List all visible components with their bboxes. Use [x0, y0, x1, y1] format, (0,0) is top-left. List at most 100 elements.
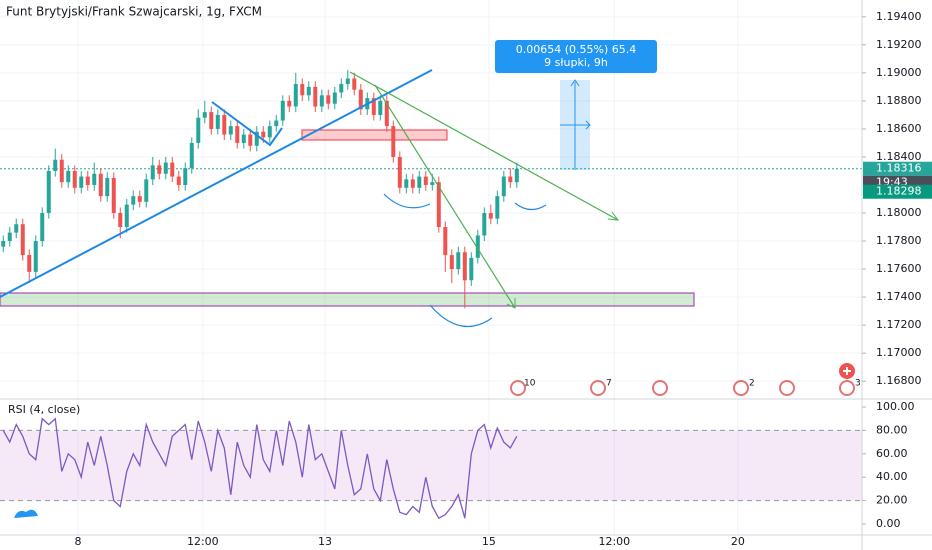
- candle-body: [482, 213, 487, 236]
- candle-body: [163, 162, 168, 174]
- event-icon: [779, 380, 795, 396]
- pattern-arc: [383, 193, 431, 209]
- candle-body: [261, 131, 266, 138]
- rsi-title: RSI (4, close): [8, 403, 80, 416]
- grid: [0, 0, 862, 535]
- support-zone: [0, 292, 695, 307]
- candle-body: [235, 126, 240, 143]
- candle-body: [111, 177, 116, 214]
- rsi-line: [2, 417, 518, 520]
- y-tick-label: 1.18600: [876, 122, 922, 135]
- candle-body: [430, 182, 435, 185]
- x-tick-label: 12:00: [598, 535, 630, 548]
- candle-body: [40, 213, 45, 242]
- candle-body: [345, 78, 350, 85]
- events: 10 7 2 3: [510, 363, 861, 396]
- candle-body: [423, 176, 428, 185]
- candle-body: [293, 84, 298, 107]
- trend-line: [0, 69, 433, 298]
- candle-body: [170, 162, 175, 177]
- candle-body: [150, 165, 155, 180]
- rsi-pane: [0, 417, 862, 520]
- candle-body: [287, 100, 292, 107]
- x-tick-label: 13: [318, 535, 332, 548]
- candle-body: [391, 126, 396, 157]
- candle-body: [300, 84, 305, 96]
- candle-body: [274, 120, 279, 127]
- candle-body: [1, 241, 6, 247]
- candle-body: [248, 134, 253, 146]
- y-tick-label: 60.00: [876, 447, 908, 460]
- measure-box: [495, 40, 657, 73]
- candle-body: [254, 131, 259, 146]
- second-price-box: [863, 184, 932, 199]
- y-tick-label: 40.00: [876, 470, 908, 483]
- candle-body: [202, 112, 207, 118]
- y-tick-label: 1.17200: [876, 318, 922, 331]
- candle-body: [306, 86, 311, 96]
- measure-text: 9 słupki, 9h: [544, 56, 608, 69]
- candles: [1, 70, 519, 309]
- y-tick-label: 1.19200: [876, 38, 922, 51]
- x-tick-label: 15: [482, 535, 496, 548]
- candle-body: [352, 78, 357, 90]
- candle-body: [501, 176, 506, 197]
- candle-body: [105, 177, 110, 197]
- event-icon: [733, 380, 749, 396]
- y-tick-label: 1.17800: [876, 234, 922, 247]
- event-icon: [843, 367, 851, 375]
- x-tick-label: 12:00: [187, 535, 219, 548]
- candle-body: [267, 126, 272, 138]
- y-tick-label: 1.17000: [876, 346, 922, 359]
- candle-body: [27, 255, 32, 272]
- candle-body: [410, 179, 415, 188]
- event-icon: [652, 380, 668, 396]
- candle-body: [215, 114, 220, 129]
- last-price-box: [863, 161, 932, 176]
- candle-body: [462, 252, 467, 281]
- candle-body: [157, 165, 162, 174]
- x-tick-label: 8: [75, 535, 82, 548]
- event-count: 2: [749, 379, 755, 389]
- candle-body: [124, 204, 129, 228]
- candle-body: [53, 159, 58, 171]
- candle-body: [137, 196, 142, 202]
- axes: 8 12:00 13 15 12:00 20 1.19400 1.19200 1.19000 1.…: [75, 10, 932, 548]
- candle-body: [7, 232, 12, 242]
- measure-text: 0.00654 (0.55%) 65.4: [516, 43, 637, 56]
- y-tick-label: 1.17600: [876, 262, 922, 275]
- candle-body: [228, 126, 233, 135]
- candle-body: [222, 114, 227, 135]
- y-tick-label: 1.16800: [876, 374, 922, 387]
- arrowhead: [506, 298, 516, 309]
- measure-arrowhead: [585, 120, 591, 130]
- candle-body: [46, 170, 51, 214]
- candle-body: [384, 100, 389, 127]
- y-tick-label: 0.00: [876, 517, 901, 530]
- candle-body: [339, 84, 344, 93]
- candle-body: [358, 89, 363, 110]
- candle-body: [79, 176, 84, 188]
- trend-line: [349, 71, 619, 221]
- candle-body: [319, 95, 324, 107]
- candle-body: [209, 112, 214, 129]
- pattern-arc: [429, 304, 493, 327]
- candle-body: [66, 170, 71, 183]
- event-icon: [590, 380, 606, 396]
- candle-body: [436, 182, 441, 228]
- candle-body: [332, 92, 337, 104]
- y-tick-label: 20.00: [876, 494, 908, 507]
- candle-body: [313, 86, 318, 107]
- candle-body: [196, 117, 201, 143]
- candle-body: [144, 179, 149, 202]
- measure-arrowhead: [570, 79, 580, 87]
- candle-body: [469, 257, 474, 281]
- chart-title: Funt Brytyjski/Frank Szwajcarski, 1g, FX…: [6, 5, 262, 19]
- candle-body: [131, 196, 136, 205]
- y-tick-label: 1.17400: [876, 290, 922, 303]
- candle-body: [404, 179, 409, 188]
- candle-body: [443, 227, 448, 256]
- y-tick-label: 1.18000: [876, 206, 922, 219]
- candle-body: [456, 252, 461, 270]
